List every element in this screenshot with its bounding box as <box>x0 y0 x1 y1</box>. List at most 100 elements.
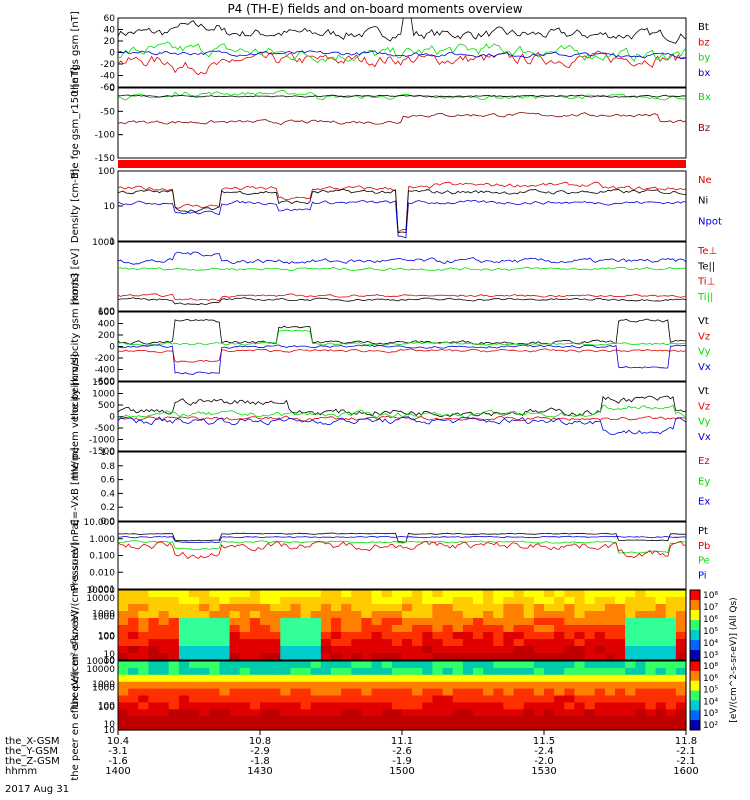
heatmap-cell <box>473 590 484 598</box>
heatmap-cell <box>625 618 636 626</box>
x-row-label: the_Y-GSM <box>5 746 58 757</box>
heatmap-cell <box>493 632 504 640</box>
heatmap-cell <box>412 674 423 683</box>
heatmap-cell <box>422 702 433 710</box>
heatmap-cell <box>462 688 474 697</box>
heatmap-cell <box>675 716 687 724</box>
heatmap-cell <box>280 639 291 647</box>
heatmap-cell <box>675 702 687 710</box>
heatmap-cell <box>533 625 545 633</box>
heatmap-cell <box>452 604 464 612</box>
heatmap-cell <box>290 674 302 683</box>
heatmap-cell <box>209 716 220 724</box>
heatmap-cell <box>209 590 220 598</box>
heatmap-cell <box>533 709 545 717</box>
heatmap-cell <box>290 716 302 724</box>
heatmap-cell <box>249 646 261 654</box>
heatmap-cell <box>371 695 383 703</box>
heatmap-cell <box>300 653 312 661</box>
heatmap-cell <box>402 646 413 654</box>
heatmap-cell <box>219 646 231 654</box>
heatmap-cell <box>199 695 210 703</box>
heatmap-cell <box>533 653 545 661</box>
heatmap-cell <box>168 709 180 717</box>
heatmap-cell <box>331 688 342 697</box>
heatmap-cell <box>483 661 494 669</box>
heatmap-cell <box>635 674 646 683</box>
heatmap-cell <box>209 723 220 731</box>
heatmap-cell <box>331 639 342 647</box>
heatmap-cell <box>523 597 535 605</box>
heatmap-cell <box>462 639 474 647</box>
heatmap-cell <box>331 709 342 717</box>
heatmap-cell <box>615 661 626 669</box>
heatmap-cell <box>249 597 261 605</box>
heatmap-cell <box>320 604 332 612</box>
heatmap-cell <box>523 590 535 598</box>
x-tick-label: -2.4 <box>534 746 554 757</box>
heatmap-cell <box>412 723 423 731</box>
heatmap-cell <box>513 604 525 612</box>
heatmap-cell <box>655 661 667 669</box>
heatmap-cell <box>391 716 403 724</box>
heatmap-cell <box>523 688 535 697</box>
heatmap-cell <box>422 625 433 633</box>
x-tick-label: 1430 <box>247 766 272 777</box>
legend-entry: Vz <box>698 331 710 342</box>
heatmap-cell <box>219 688 231 697</box>
heatmap-cell <box>249 632 261 640</box>
colorbar-tick: 10⁶ <box>703 615 718 625</box>
heatmap-cell <box>675 723 687 731</box>
heatmap-cell <box>635 590 646 598</box>
colorbar-segment <box>690 680 700 692</box>
heatmap-cell <box>412 604 423 612</box>
heatmap-cell <box>229 661 241 669</box>
heatmap-cell <box>523 674 535 683</box>
heatmap-cell <box>158 646 170 654</box>
y-tick-label: 10 <box>104 656 116 666</box>
heatmap-cell <box>118 618 129 626</box>
heatmap-cell <box>239 681 251 690</box>
heatmap-cell <box>391 702 403 710</box>
series-Vz <box>117 348 687 363</box>
heatmap-cell <box>402 653 413 661</box>
heatmap-cell <box>533 646 545 654</box>
heatmap-cell <box>300 646 312 654</box>
heatmap-cell <box>503 688 515 697</box>
heatmap-cell <box>402 639 413 647</box>
heatmap-cell <box>513 653 525 661</box>
heatmap-cell <box>158 702 170 710</box>
y-tick-label: 1500 <box>92 378 115 388</box>
heatmap-cell <box>625 639 636 647</box>
heatmap-cell <box>351 661 362 669</box>
heatmap-cell <box>219 590 231 598</box>
colorbar-segment <box>690 661 700 672</box>
heatmap-cell <box>452 667 464 676</box>
heatmap-cell <box>554 639 565 647</box>
heatmap-cell <box>280 590 291 598</box>
heatmap-cell <box>432 639 444 647</box>
heatmap-cell <box>371 646 383 654</box>
heatmap-cell <box>554 716 565 724</box>
heatmap-cell <box>118 674 129 683</box>
panel-frame <box>117 87 687 159</box>
heatmap-cell <box>168 639 180 647</box>
heatmap-cell <box>645 661 657 669</box>
series-Bx <box>117 89 687 101</box>
colorbar-tick: 10⁸ <box>703 662 718 672</box>
heatmap-cell <box>219 625 231 633</box>
heatmap-cell <box>249 604 261 612</box>
heatmap-cell <box>209 709 220 717</box>
heatmap-cell <box>270 716 281 724</box>
heatmap-cell <box>584 639 596 647</box>
heatmap-cell <box>270 667 281 676</box>
heatmap-cell <box>452 674 464 683</box>
y-tick-label: -20 <box>100 60 115 70</box>
heatmap-cell <box>351 688 362 697</box>
series-Pt <box>117 532 687 543</box>
heatmap-cell <box>331 618 342 626</box>
heatmap-cell <box>452 646 464 654</box>
heatmap-cell <box>645 653 657 661</box>
heatmap-cell <box>128 661 139 669</box>
y-tick-label: 10.000 <box>84 518 116 528</box>
